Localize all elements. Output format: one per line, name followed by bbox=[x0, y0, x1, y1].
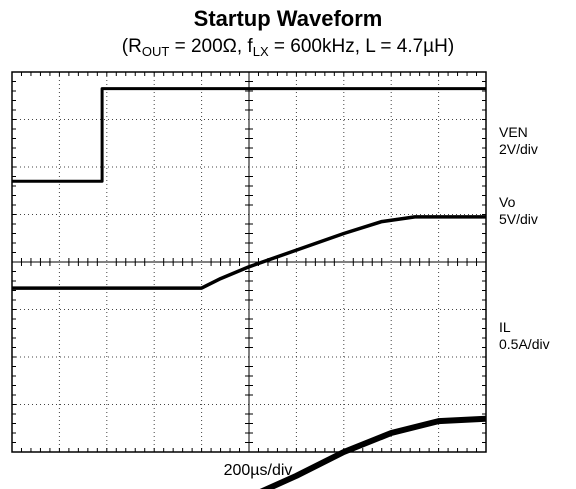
subtitle-f-sub: LX bbox=[252, 44, 269, 59]
subtitle-r-val: = 200Ω, f bbox=[169, 36, 253, 57]
il-trace bbox=[259, 415, 487, 489]
chart-subtitle: (ROUT = 200Ω, fLX = 600kHz, L = 4.7µH) bbox=[0, 36, 576, 59]
ven-scale: 2V/div bbox=[499, 141, 538, 157]
il-name: IL bbox=[499, 319, 511, 335]
vo-scale: 5V/div bbox=[499, 211, 538, 227]
chart-title: Startup Waveform bbox=[193, 6, 383, 31]
il-channel-label: IL 0.5A/div bbox=[499, 319, 550, 353]
subtitle-rest: = 600kHz, L = 4.7µH) bbox=[268, 36, 455, 57]
vo-name: Vo bbox=[499, 194, 516, 210]
ven-name: VEN bbox=[499, 124, 528, 140]
vo-trace bbox=[12, 215, 486, 290]
ven-channel-label: VEN 2V/div bbox=[499, 124, 538, 158]
plot-frame bbox=[11, 71, 487, 453]
x-axis-label: 200µs/div bbox=[223, 462, 293, 479]
vo-channel-label: Vo 5V/div bbox=[499, 194, 538, 228]
subtitle-r-sub: OUT bbox=[141, 44, 170, 59]
il-scale: 0.5A/div bbox=[499, 336, 550, 352]
ven-trace bbox=[12, 87, 486, 183]
subtitle-prefix: (R bbox=[121, 36, 142, 57]
